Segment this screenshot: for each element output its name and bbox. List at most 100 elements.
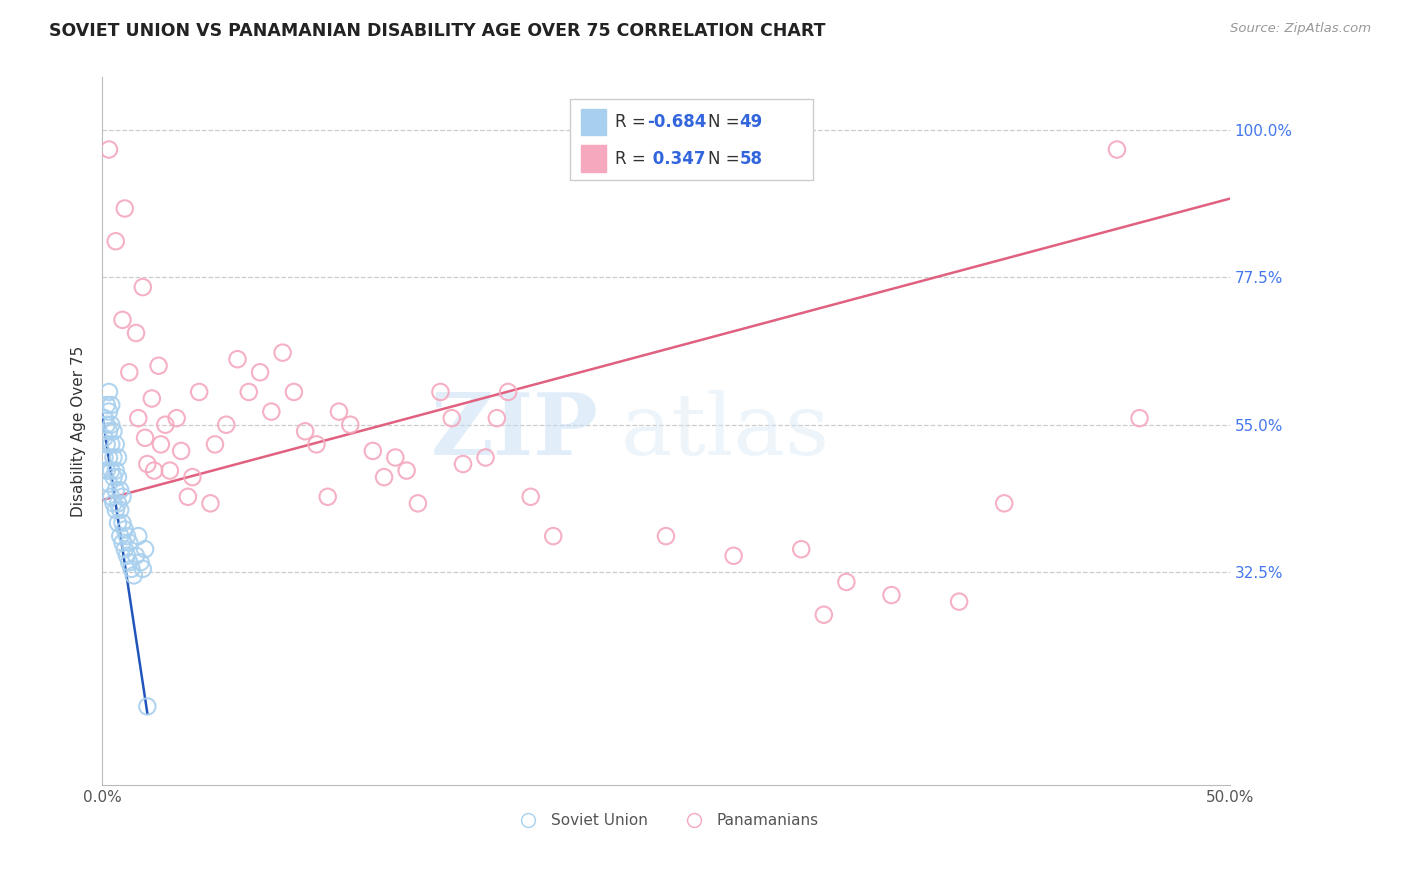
Point bbox=[429, 384, 451, 399]
Point bbox=[238, 384, 260, 399]
Point bbox=[200, 496, 222, 510]
Point bbox=[129, 555, 152, 569]
Point bbox=[451, 457, 474, 471]
Point bbox=[115, 549, 138, 563]
Point bbox=[141, 392, 163, 406]
Point bbox=[316, 490, 339, 504]
Point bbox=[790, 542, 813, 557]
Point bbox=[98, 143, 121, 157]
Point bbox=[155, 417, 177, 432]
Point bbox=[948, 594, 970, 608]
Point bbox=[114, 202, 136, 216]
Point bbox=[159, 464, 181, 478]
Text: -0.684: -0.684 bbox=[647, 113, 706, 131]
Point bbox=[98, 450, 121, 465]
Point bbox=[655, 529, 678, 543]
Text: atlas: atlas bbox=[621, 390, 830, 473]
Point bbox=[118, 365, 141, 379]
Point bbox=[98, 404, 121, 418]
Text: 49: 49 bbox=[740, 113, 762, 131]
Bar bbox=[582, 145, 606, 171]
Point bbox=[1128, 411, 1150, 425]
Point bbox=[541, 529, 564, 543]
Point bbox=[993, 496, 1015, 510]
Point bbox=[283, 384, 305, 399]
Point bbox=[107, 516, 129, 530]
Point bbox=[474, 450, 496, 465]
Text: N =: N = bbox=[707, 113, 745, 131]
Point bbox=[104, 437, 127, 451]
Point bbox=[111, 313, 134, 327]
Y-axis label: Disability Age Over 75: Disability Age Over 75 bbox=[72, 345, 86, 516]
Point bbox=[136, 699, 159, 714]
Point bbox=[148, 359, 170, 373]
Point bbox=[93, 450, 115, 465]
Point bbox=[361, 444, 384, 458]
Point bbox=[143, 464, 166, 478]
Point bbox=[132, 562, 155, 576]
Point bbox=[519, 490, 541, 504]
Point bbox=[104, 503, 127, 517]
Point bbox=[170, 444, 193, 458]
Point bbox=[127, 529, 149, 543]
Point bbox=[103, 470, 125, 484]
Point bbox=[406, 496, 429, 510]
Text: R =: R = bbox=[616, 113, 651, 131]
Text: R =: R = bbox=[616, 150, 651, 168]
Point bbox=[104, 483, 127, 498]
Point bbox=[100, 437, 122, 451]
Point bbox=[125, 326, 148, 340]
Point bbox=[107, 470, 129, 484]
Point bbox=[271, 345, 294, 359]
Point bbox=[111, 535, 134, 549]
Point bbox=[127, 411, 149, 425]
Text: 0.347: 0.347 bbox=[647, 150, 706, 168]
Point bbox=[395, 464, 418, 478]
Point bbox=[115, 529, 138, 543]
Point bbox=[181, 470, 204, 484]
Point bbox=[188, 384, 211, 399]
Point bbox=[835, 574, 858, 589]
Point bbox=[104, 464, 127, 478]
Point bbox=[103, 424, 125, 438]
Point bbox=[114, 523, 136, 537]
Point bbox=[134, 431, 156, 445]
Point bbox=[496, 384, 519, 399]
Point bbox=[98, 476, 121, 491]
Bar bbox=[582, 109, 606, 136]
Point bbox=[100, 398, 122, 412]
Point bbox=[98, 384, 121, 399]
Point bbox=[132, 280, 155, 294]
Point bbox=[880, 588, 903, 602]
Point bbox=[177, 490, 200, 504]
Point bbox=[440, 411, 463, 425]
Point bbox=[384, 450, 406, 465]
Point bbox=[204, 437, 226, 451]
Point bbox=[93, 411, 115, 425]
Point bbox=[294, 424, 316, 438]
Text: N =: N = bbox=[707, 150, 745, 168]
Point bbox=[96, 398, 118, 412]
Point bbox=[249, 365, 271, 379]
Legend: Soviet Union, Panamanians: Soviet Union, Panamanians bbox=[508, 807, 825, 834]
Point bbox=[260, 404, 283, 418]
Point bbox=[93, 431, 115, 445]
Point bbox=[723, 549, 745, 563]
Point bbox=[149, 437, 172, 451]
Point bbox=[328, 404, 350, 418]
Point bbox=[226, 352, 249, 367]
Point bbox=[110, 483, 132, 498]
Point bbox=[103, 450, 125, 465]
Point bbox=[166, 411, 188, 425]
Point bbox=[118, 535, 141, 549]
Point bbox=[103, 496, 125, 510]
Point bbox=[118, 555, 141, 569]
Point bbox=[111, 516, 134, 530]
Point bbox=[107, 450, 129, 465]
Point bbox=[100, 464, 122, 478]
Point bbox=[104, 234, 127, 248]
Point bbox=[215, 417, 238, 432]
Point bbox=[134, 542, 156, 557]
Point bbox=[813, 607, 835, 622]
Point bbox=[98, 424, 121, 438]
